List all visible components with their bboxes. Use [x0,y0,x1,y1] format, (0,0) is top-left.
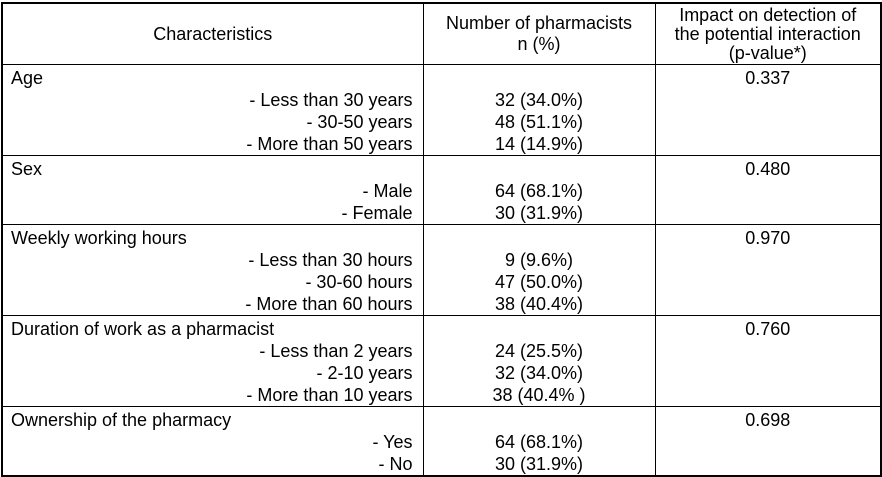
category-label: Age [11,68,44,88]
count-value: 64 (68.1%) [494,432,584,452]
p-value-cell: 0.337 [654,64,882,156]
count-cell: 32 (34.0%) 48 (51.1%) 14 (14.9%) [422,64,656,156]
table-section-row: Duration of work as a pharmacist - Less … [1,315,882,407]
count-spacer [424,227,654,249]
header-row: Characteristics Number of pharmacists n … [1,2,882,65]
subcategory-label: - 30-60 hours [305,272,413,292]
count-cell: 64 (68.1%) 30 (31.9%) [422,406,656,477]
count-value: 30 (31.9%) [494,203,584,223]
characteristics-cell: Sex - Male - Female [1,155,424,225]
count-value: 32 (34.0%) [494,363,584,383]
subcategory-label: - Less than 30 years [249,90,413,110]
characteristics-cell: Weekly working hours - Less than 30 hour… [1,224,424,316]
subcategory-label: - More than 10 years [246,385,413,405]
subcategory-label: - More than 60 hours [245,294,413,314]
subcategory-label: - Female [341,203,413,223]
subcategory-label: - More than 50 years [246,134,413,154]
category-label: Weekly working hours [11,228,187,248]
subcategory-label: - Less than 2 years [259,341,413,361]
count-spacer [424,158,654,180]
table-section-row: Ownership of the pharmacy - Yes - No 64 (… [1,406,882,477]
col-header-number-line2: n (%) [517,34,561,54]
count-spacer [424,409,654,431]
col-header-pvalue-line1: Impact on detection of [679,4,857,25]
category-label: Sex [11,159,43,179]
subcategory-label: - 30-50 years [306,112,413,132]
p-value-cell: 0.760 [654,315,882,407]
subcategory-label: - Less than 30 hours [248,250,413,270]
p-value: 0.480 [745,159,791,179]
p-value: 0.760 [745,319,791,339]
col-header-pvalue-line2: the potential interaction [674,23,861,44]
characteristics-cell: Duration of work as a pharmacist - Less … [1,315,424,407]
count-value: 14 (14.9%) [494,134,584,154]
count-cell: 24 (25.5%) 32 (34.0%) 38 (40.4% ) [422,315,656,407]
table-section-row: Age - Less than 30 years - 30-50 years - M… [1,64,882,156]
count-value: 30 (31.9%) [494,454,584,474]
p-value: 0.337 [745,68,791,88]
count-spacer [424,67,654,89]
col-header-pvalue-line3: (p-value*) [728,42,807,63]
table-section-row: Weekly working hours - Less than 30 hour… [1,224,882,316]
category-label: Ownership of the pharmacy [11,410,232,430]
col-header-number-line1: Number of pharmacists [445,13,633,33]
count-cell: 9 (9.6%) 47 (50.0%) 38 (40.4%) [422,224,656,316]
characteristics-cell: Age - Less than 30 years - 30-50 years - M… [1,64,424,156]
count-cell: 64 (68.1%) 30 (31.9%) [422,155,656,225]
count-value: 9 (9.6%) [504,250,574,270]
subcategory-label: - Yes [372,432,413,452]
count-value: 64 (68.1%) [494,181,584,201]
table-body: Age - Less than 30 years - 30-50 years - M… [1,64,882,477]
count-value: 38 (40.4% ) [492,385,586,405]
count-value: 24 (25.5%) [494,341,584,361]
subcategory-label: - No [378,454,413,474]
col-header-p-value: Impact on detection of the potential int… [654,2,882,65]
count-value: 47 (50.0%) [494,272,584,292]
p-value-cell: 0.970 [654,224,882,316]
col-header-characteristics-label: Characteristics [153,24,273,44]
table-section-row: Sex - Male - Female 64 (68.1%) 30 (31.9%) … [1,155,882,225]
count-value: 38 (40.4%) [494,294,584,314]
characteristics-cell: Ownership of the pharmacy - Yes - No [1,406,424,477]
subcategory-label: - Male [362,181,413,201]
count-spacer [424,318,654,340]
subcategory-label: - 2-10 years [316,363,413,383]
p-value: 0.970 [745,228,791,248]
category-label: Duration of work as a pharmacist [11,319,275,339]
count-value: 48 (51.1%) [494,112,584,132]
p-value-cell: 0.698 [654,406,882,477]
p-value-cell: 0.480 [654,155,882,225]
col-header-number-of-pharmacists: Number of pharmacists n (%) [422,2,656,65]
col-header-characteristics: Characteristics [1,2,424,65]
count-value: 32 (34.0%) [494,90,584,110]
p-value: 0.698 [745,410,791,430]
